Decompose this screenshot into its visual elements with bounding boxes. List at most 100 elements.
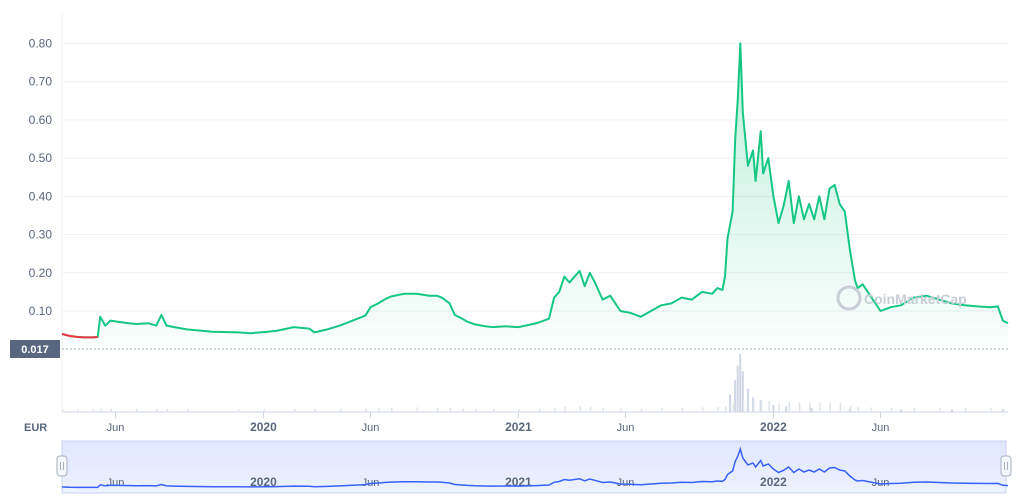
- x-tick-label: Jun: [107, 422, 125, 434]
- volume-bar: [950, 409, 953, 412]
- volume-bar: [760, 399, 763, 412]
- volume-bar: [737, 398, 740, 412]
- volume-bar: [913, 407, 916, 412]
- y-tick-label: 0.70: [29, 75, 53, 89]
- volume-bar: [620, 408, 622, 412]
- current-value-badge: 0.017: [10, 340, 60, 358]
- gridlines: [61, 13, 1008, 413]
- volume-bar: [462, 408, 464, 412]
- current-value-label: 0.017: [21, 344, 49, 356]
- volume-bar: [365, 408, 367, 412]
- volume-bar: [294, 408, 296, 412]
- y-tick-label: 0.60: [29, 113, 53, 127]
- y-tick-label: 0.10: [29, 304, 53, 318]
- volume-bar: [62, 409, 64, 412]
- volume-bar: [819, 402, 821, 412]
- volume-bar: [156, 408, 158, 412]
- volume-bars: [62, 354, 1005, 412]
- volume-bar: [839, 403, 842, 412]
- y-tick-label: 0.80: [29, 36, 53, 50]
- volume-bar: [661, 407, 663, 412]
- volume-bar: [964, 407, 967, 412]
- currency-label: EUR: [24, 422, 47, 434]
- watermark: CoinMarketCap: [836, 285, 967, 311]
- navigator-line: [61, 446, 1009, 489]
- volume-bar: [753, 400, 755, 412]
- volume-bar: [788, 402, 791, 412]
- coinmarketcap-logo-icon: [836, 285, 862, 311]
- x-tick-label: Jun: [617, 422, 635, 434]
- x-tick-label: Jun: [362, 422, 380, 434]
- watermark-text: CoinMarketCap: [864, 291, 967, 307]
- volume-bar: [314, 409, 316, 412]
- volume-bar: [702, 407, 704, 412]
- volume-bar: [798, 402, 801, 412]
- volume-bar: [475, 408, 477, 412]
- volume-bar: [899, 409, 902, 412]
- volume-bar: [100, 408, 102, 412]
- navigator-tick-label: Jun: [872, 477, 890, 489]
- volume-bar: [449, 407, 452, 412]
- volume-bar: [579, 406, 582, 412]
- navigator-handle-left[interactable]: [56, 455, 68, 477]
- x-tick-label: Jun: [872, 422, 890, 434]
- volume-bar: [378, 407, 380, 412]
- volume-bar: [810, 407, 813, 412]
- volume-bar: [92, 409, 95, 412]
- volume-bar: [729, 394, 732, 412]
- navigator-handle-right[interactable]: [1000, 455, 1012, 477]
- volume-bar: [1002, 408, 1005, 412]
- x-tick-label: 2021: [505, 420, 532, 434]
- volume-bar: [939, 407, 941, 412]
- volume-bar: [732, 403, 735, 412]
- current-value-badge-bg: [10, 340, 60, 358]
- y-tick-label: 0.40: [29, 189, 53, 203]
- volume-bar: [589, 406, 592, 412]
- volume-bar: [237, 409, 240, 412]
- volume-bar: [77, 409, 79, 412]
- volume-bar: [990, 408, 992, 412]
- navigator-tick-label: 2022: [760, 475, 787, 489]
- y-axis: 0.10 0.20 0.30 0.40 0.50 0.60 0.70 0.80: [29, 36, 53, 318]
- navigator[interactable]: Jun 2020 Jun 2021 Jun 2022 Jun: [56, 440, 1012, 494]
- volume-bar: [890, 408, 893, 412]
- volume-bar: [768, 401, 770, 412]
- volume-bar: [538, 408, 541, 412]
- volume-bar: [436, 407, 439, 412]
- volume-bar: [772, 405, 775, 412]
- volume-bar: [829, 402, 832, 412]
- volume-bar: [681, 407, 684, 412]
- price-area: [62, 43, 1008, 350]
- navigator-tick-label: Jun: [617, 477, 635, 489]
- volume-bar: [339, 408, 342, 412]
- volume-bar: [640, 408, 643, 412]
- volume-bar: [492, 408, 495, 412]
- y-tick-label: 0.30: [29, 228, 53, 242]
- volume-bar: [518, 408, 520, 412]
- navigator-tick-label: 2020: [250, 475, 277, 489]
- volume-bar: [870, 407, 872, 412]
- navigator-tick-label: Jun: [107, 477, 125, 489]
- volume-bar: [736, 365, 739, 412]
- volume-bar: [724, 406, 727, 412]
- volume-bar: [734, 380, 737, 412]
- volume-bar: [263, 409, 265, 412]
- x-tick-label: 2020: [250, 420, 277, 434]
- volume-bar: [746, 388, 749, 412]
- volume-bar: [166, 408, 169, 412]
- volume-bar: [778, 404, 781, 412]
- navigator-tick-label: 2021: [505, 475, 532, 489]
- volume-bar: [741, 371, 744, 412]
- y-tick-label: 0.20: [29, 266, 53, 280]
- volume-bar: [564, 406, 566, 412]
- volume-bar: [849, 405, 852, 412]
- x-axis: Jun 2020 Jun 2021 Jun 2022 Jun: [107, 412, 890, 434]
- price-line: [61, 42, 1009, 339]
- volume-bar: [857, 407, 860, 412]
- volume-bar: [717, 407, 719, 412]
- volume-bar: [602, 407, 605, 412]
- volume-bar: [554, 407, 556, 412]
- volume-bar: [416, 407, 418, 412]
- volume-bar: [809, 403, 811, 412]
